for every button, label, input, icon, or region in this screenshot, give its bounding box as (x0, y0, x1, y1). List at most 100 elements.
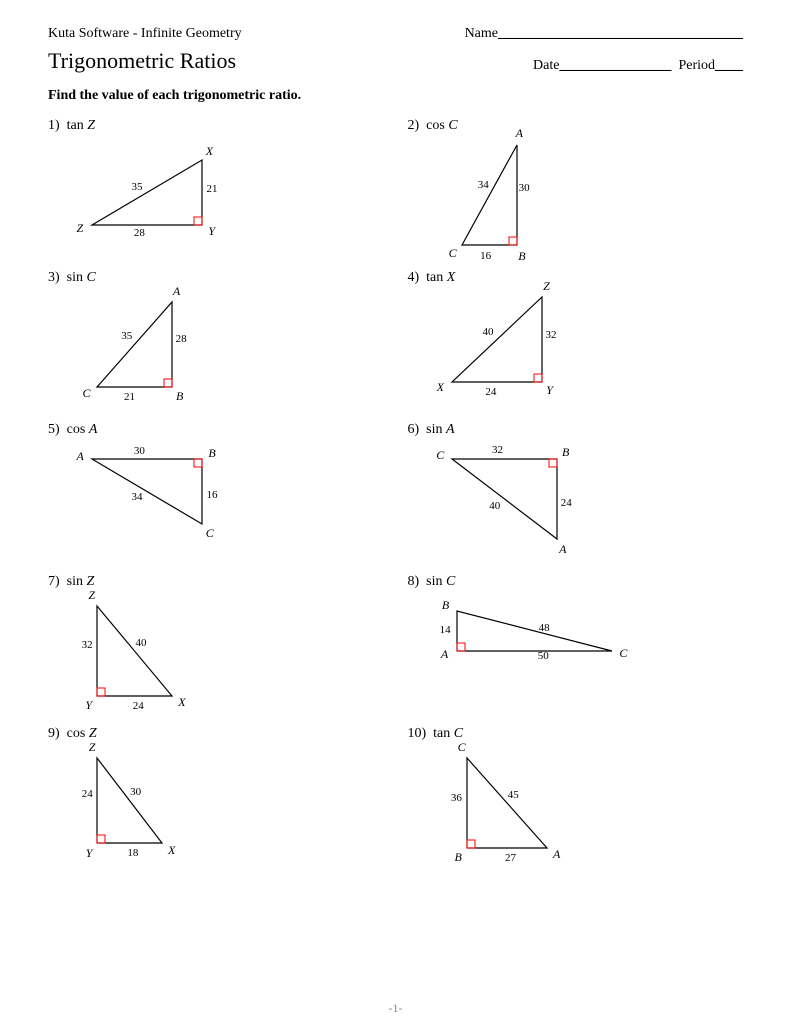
problem-number: 10) (408, 726, 427, 741)
problem-label: 3) sin C (48, 270, 384, 286)
triangle-diagram: ZYX243018 (82, 748, 282, 868)
trig-argument: Z (89, 726, 97, 741)
source-label: Kuta Software - Infinite Geometry (48, 26, 242, 42)
trig-argument: C (454, 726, 463, 741)
side-label: 21 (207, 183, 218, 195)
problem-number: 2) (408, 118, 420, 133)
vertex-label: A (441, 647, 448, 662)
triangle-diagram: A B C 14 48 50 (442, 596, 642, 716)
problem-number: 5) (48, 422, 60, 437)
page-footer: -1- (0, 1001, 791, 1016)
problem-label: 8) sin C (408, 574, 744, 590)
side-label: 16 (207, 489, 218, 501)
vertex-label: B (455, 850, 462, 865)
instruction: Find the value of each trigonometric rat… (48, 88, 743, 104)
trig-function: cos (67, 422, 86, 437)
side-label: 36 (451, 792, 462, 804)
trig-function: sin (67, 270, 83, 285)
problem-label: 7) sin Z (48, 574, 384, 590)
problem-number: 3) (48, 270, 60, 285)
side-label: 28 (176, 333, 187, 345)
trig-argument: Z (87, 118, 95, 133)
side-label: 30 (519, 182, 530, 194)
vertex-label: C (83, 386, 91, 401)
trig-function: cos (67, 726, 86, 741)
vertex-label: Y (546, 383, 553, 398)
vertex-label: A (173, 284, 180, 299)
side-label: 24 (485, 386, 496, 398)
trig-argument: C (87, 270, 96, 285)
period-label: Period (678, 58, 715, 73)
vertex-label: Z (77, 221, 84, 236)
trig-function: sin (426, 422, 442, 437)
triangle-diagram: XYZ403224 (442, 292, 642, 412)
problem: 8) sin CABC144850 (408, 574, 744, 716)
side-label: 35 (132, 181, 143, 193)
side-label: 24 (82, 788, 93, 800)
page-title: Trigonometric Ratios (48, 48, 236, 74)
side-label: 21 (124, 391, 135, 403)
vertex-label: X (168, 843, 175, 858)
vertex-label: C (619, 646, 627, 661)
name-field: Name___________________________________ (465, 26, 743, 42)
vertex-label: A (77, 449, 84, 464)
problem-grid: 1) tan ZZYX3521282) cos CCBA3430163) sin… (48, 118, 743, 868)
date-period: Date________________ Period____ (533, 58, 743, 74)
side-label: 24 (561, 497, 572, 509)
vertex-label: C (206, 526, 214, 541)
triangle-diagram: CBA322440 (442, 444, 642, 564)
trig-function: sin (67, 574, 83, 589)
vertex-label: Z (543, 279, 550, 294)
vertex-label: B (176, 389, 183, 404)
trig-argument: C (446, 574, 455, 589)
problem-label: 4) tan X (408, 270, 744, 286)
vertex-label: C (436, 448, 444, 463)
problem: 6) sin ACBA322440 (408, 422, 744, 564)
side-label: 16 (480, 250, 491, 262)
side-label: 28 (134, 227, 145, 239)
side-label: 34 (132, 491, 143, 503)
side-label: 32 (82, 639, 93, 651)
trig-function: sin (426, 574, 442, 589)
vertex-label: X (206, 144, 213, 159)
title-row: Trigonometric Ratios Date_______________… (48, 48, 743, 74)
triangle-diagram: ABC301634 (82, 444, 282, 564)
trig-function: tan (433, 726, 450, 741)
side-label: 50 (538, 650, 549, 662)
vertex-label: Y (86, 846, 93, 861)
side-label: 40 (483, 326, 494, 338)
problem: 2) cos CCBA343016 (408, 118, 744, 260)
problem-number: 1) (48, 118, 60, 133)
triangle-diagram: CBA343016 (442, 140, 642, 260)
problem: 5) cos AABC301634 (48, 422, 384, 564)
vertex-label: C (449, 246, 457, 261)
vertex-label: A (516, 126, 523, 141)
triangle-diagram: CBA352821 (82, 292, 282, 412)
vertex-label: A (559, 542, 566, 557)
side-label: 40 (489, 500, 500, 512)
triangle-diagram: CBA364527 (442, 748, 642, 868)
trig-argument: X (447, 270, 456, 285)
vertex-label: B (518, 249, 525, 264)
side-label: 48 (539, 622, 550, 634)
problem-label: 6) sin A (408, 422, 744, 438)
vertex-label: B (562, 445, 569, 460)
side-label: 34 (478, 179, 489, 191)
vertex-label: A (553, 847, 560, 862)
side-label: 14 (440, 624, 451, 636)
problem-number: 4) (408, 270, 420, 285)
trig-argument: A (446, 422, 455, 437)
problem: 3) sin CCBA352821 (48, 270, 384, 412)
side-label: 32 (545, 329, 556, 341)
side-label: 24 (133, 700, 144, 712)
problem-label: 2) cos C (408, 118, 744, 134)
problem: 9) cos ZZYX243018 (48, 726, 384, 868)
problem-label: 5) cos A (48, 422, 384, 438)
header-row: Kuta Software - Infinite Geometry Name__… (48, 26, 743, 42)
problem: 4) tan XX Y Z 40 32 24 (408, 270, 744, 412)
problem-number: 7) (48, 574, 60, 589)
vertex-label: X (178, 695, 185, 710)
vertex-label: B (208, 446, 215, 461)
vertex-label: B (442, 598, 449, 613)
vertex-label: Y (85, 698, 92, 713)
